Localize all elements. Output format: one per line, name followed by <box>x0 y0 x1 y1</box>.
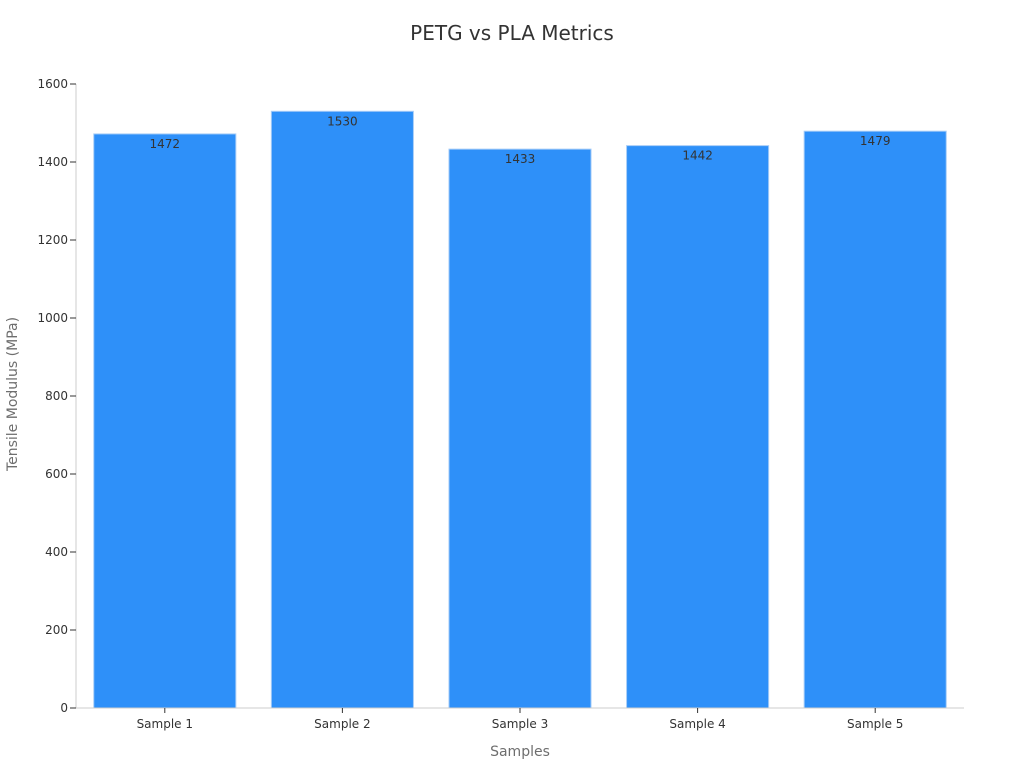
bar-5 <box>803 130 947 709</box>
y-tick-label: 1200 <box>37 233 68 247</box>
bar-2 <box>270 110 414 709</box>
x-tick-label: Sample 1 <box>137 717 193 731</box>
x-tick-label: Sample 3 <box>492 717 548 731</box>
bar-4 <box>626 145 770 709</box>
bar-3 <box>448 148 592 709</box>
bar-1 <box>93 133 237 709</box>
bar-value-label: 1472 <box>150 137 181 151</box>
bar-value-label: 1442 <box>682 149 713 163</box>
y-tick-label: 1400 <box>37 155 68 169</box>
x-tick-label: Sample 4 <box>669 717 725 731</box>
y-tick-label: 0 <box>60 701 68 715</box>
ticks-layer: 0 200 400 600 800 1000 1200 1400 1600 Sample 1 Sam… <box>37 77 903 731</box>
bar-value-label: 1530 <box>327 114 358 128</box>
x-tick-label: Sample 2 <box>314 717 370 731</box>
bar-value-label: 1479 <box>860 134 891 148</box>
y-tick-label: 400 <box>45 545 68 559</box>
x-tick-label: Sample 5 <box>847 717 903 731</box>
bars-layer <box>93 110 947 709</box>
y-tick-label: 200 <box>45 623 68 637</box>
y-tick-label: 600 <box>45 467 68 481</box>
data-labels-layer: 1472 1530 1433 1442 1479 <box>150 114 891 166</box>
chart-title: PETG vs PLA Metrics <box>410 21 614 45</box>
y-tick-label: 1600 <box>37 77 68 91</box>
y-tick-label: 800 <box>45 389 68 403</box>
x-axis-label: Samples <box>490 744 550 760</box>
y-axis-label: Tensile Modulus (MPa) <box>5 317 21 472</box>
bar-value-label: 1433 <box>505 152 536 166</box>
y-tick-label: 1000 <box>37 311 68 325</box>
